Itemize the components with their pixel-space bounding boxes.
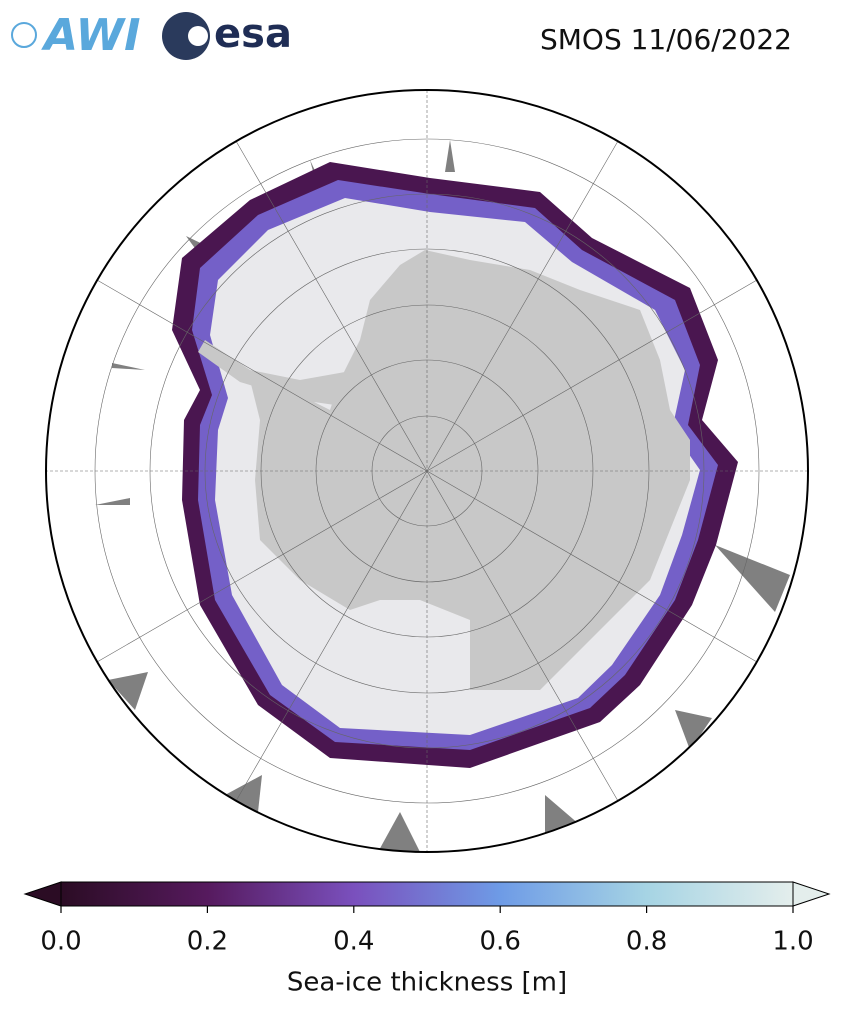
graticule (46, 90, 808, 852)
gray-patch (225, 775, 262, 812)
logo-text: esa (214, 11, 292, 57)
tick-label: 0.2 (187, 927, 228, 957)
tick-label: 0.6 (480, 927, 521, 957)
tick-label: 0.8 (626, 927, 667, 957)
tick-label: 1.0 (772, 927, 813, 957)
awi-logo: AWI (11, 10, 141, 61)
gray-patch (108, 672, 148, 710)
map-boundary (45, 89, 809, 853)
gray-patch (378, 812, 420, 852)
gray-patch (675, 710, 712, 750)
colorbar-extension (792, 881, 831, 907)
gray-patch (112, 363, 145, 370)
colorbar-body (60, 881, 794, 907)
colorbar: Sea-ice thickness [m] 0.0 0.2 0.4 0.6 0.8 1.0 (23, 881, 831, 998)
colorbar-label: Sea-ice thickness [m] (287, 968, 567, 998)
esa-logo: esa (162, 11, 292, 60)
map (46, 90, 808, 852)
colorbar-extension (23, 881, 62, 907)
logo-text: AWI (41, 10, 141, 61)
land (250, 250, 690, 690)
gray-patch (445, 140, 455, 172)
tick-label: 0.0 (40, 927, 81, 957)
gray-patch (95, 498, 130, 505)
tick-label: 0.4 (333, 927, 374, 957)
gray-patch (715, 545, 790, 612)
land (198, 340, 345, 405)
title: SMOS 11/06/2022 (540, 23, 792, 56)
